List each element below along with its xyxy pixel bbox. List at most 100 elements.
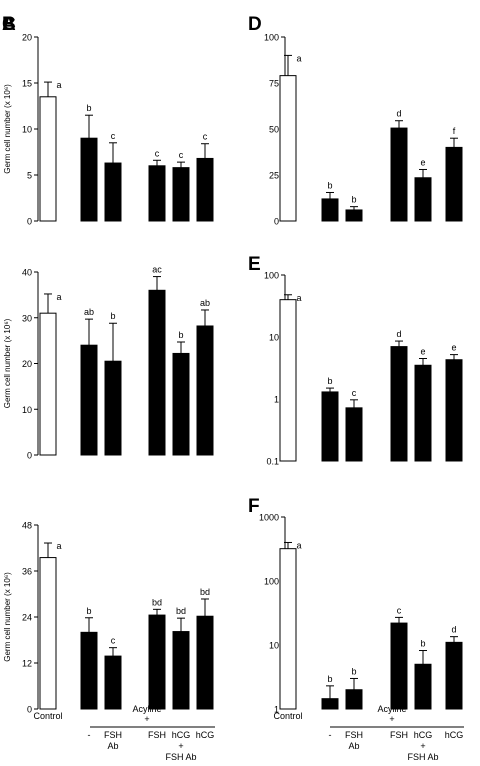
panel-b-bar xyxy=(196,325,214,456)
panel-d-significance-letter: e xyxy=(420,157,425,167)
panel-f-significance-letter: b xyxy=(420,639,425,649)
panel-e-bar xyxy=(321,391,339,462)
right-treatment-label: FSH xyxy=(345,730,363,740)
panel-a-bar xyxy=(172,167,190,222)
left-control-label: Control xyxy=(33,711,62,721)
panel-c-tick-label: 12 xyxy=(22,659,32,669)
panel-c-label: C xyxy=(2,14,16,35)
panel-f-tick-label: 1 xyxy=(274,705,279,715)
panel-a-significance-letter: a xyxy=(56,80,61,90)
panel-a-tick-label: 10 xyxy=(22,125,32,135)
left-treatment-label: hCG xyxy=(196,730,215,740)
panel-d-tick-label: 75 xyxy=(269,79,279,89)
panel-d-label: D xyxy=(248,14,262,35)
panel-d-significance-letter: b xyxy=(351,195,356,205)
panel-c-significance-letter: bd xyxy=(176,606,186,616)
right-treatment-label: hCG xyxy=(445,730,464,740)
panel-b-significance-letter: b xyxy=(178,330,183,340)
panel-d-bar xyxy=(345,209,363,222)
panel-a-bar xyxy=(196,157,214,222)
panel-e-significance-letter: a xyxy=(296,293,301,303)
panel-c-tick-label: 0 xyxy=(27,705,32,715)
panel-a-bar xyxy=(80,137,98,222)
panel-d-significance-letter: a xyxy=(296,53,301,63)
right-hcg-fsh-ab-label: FSH Ab xyxy=(407,752,438,762)
right-control-label: Control xyxy=(273,711,302,721)
panel-a-y-axis-label: Germ cell number (x 10⁶) xyxy=(3,84,12,174)
panel-f-tick-label: 10 xyxy=(269,641,279,651)
panel-c-significance-letter: a xyxy=(56,541,61,551)
panel-d-tick-label: 100 xyxy=(264,33,279,43)
panel-f-bar xyxy=(279,548,297,710)
panel-e-label: E xyxy=(248,254,261,275)
panel-c-significance-letter: b xyxy=(86,606,91,616)
panel-b-significance-letter: a xyxy=(56,292,61,302)
panel-f-bar xyxy=(445,641,463,710)
panel-e-tick-label: 100 xyxy=(264,271,279,281)
left-treatment-label-line2: Ab xyxy=(107,741,118,751)
panel-a-tick-label: 0 xyxy=(27,217,32,227)
panel-a-significance-letter: c xyxy=(179,150,184,160)
panel-a-label: A xyxy=(2,14,16,35)
panel-d-bar xyxy=(414,177,432,222)
panel-d-bar xyxy=(390,127,408,222)
panel-a-tick-label: 15 xyxy=(22,79,32,89)
panel-e-bar xyxy=(390,346,408,462)
panel-f-tick-label: 1000 xyxy=(259,513,279,523)
panel-b-tick-label: 10 xyxy=(22,405,32,415)
panel-b-significance-letter: b xyxy=(110,311,115,321)
panel-f-label: F xyxy=(248,496,260,517)
panel-d-bar xyxy=(445,146,463,222)
left-hcg-fsh-ab-label: FSH Ab xyxy=(165,752,196,762)
panel-a-significance-letter: c xyxy=(111,131,116,141)
panel-c-tick-label: 24 xyxy=(22,613,32,623)
panel-c-bar xyxy=(104,655,122,710)
panel-c-bar xyxy=(80,631,98,710)
panel-c-significance-letter: bd xyxy=(152,597,162,607)
panel-f-bar xyxy=(414,663,432,710)
panel-d-tick-label: 50 xyxy=(269,125,279,135)
panel-e-significance-letter: e xyxy=(451,343,456,353)
panel-f-bar xyxy=(390,622,408,710)
left-treatment-label: hCG xyxy=(172,730,191,740)
right-acyline-label: Acyline xyxy=(377,704,406,714)
panel-b-bar xyxy=(172,352,190,456)
panel-a-significance-letter: b xyxy=(86,103,91,113)
right-treatment-label-line2: Ab xyxy=(348,741,359,751)
panel-b-significance-letter: ab xyxy=(200,298,210,308)
panel-e-bar xyxy=(445,359,463,462)
panel-b-significance-letter: ab xyxy=(84,307,94,317)
panel-e-significance-letter: c xyxy=(352,388,357,398)
panel-b-y-axis-label: Germ cell number (x 10⁶) xyxy=(3,318,12,408)
right-treatment-label: - xyxy=(329,730,332,740)
left-acyline-label: Acyline xyxy=(132,704,161,714)
panel-e-significance-letter: e xyxy=(420,347,425,357)
left-treatment-label-line2: + xyxy=(178,741,183,751)
panel-f-bar xyxy=(321,698,339,710)
panel-e-significance-letter: b xyxy=(327,376,332,386)
panel-e-bar xyxy=(345,407,363,462)
panel-b-bar xyxy=(104,360,122,456)
right-treatment-label-line2: + xyxy=(420,741,425,751)
panel-c-bar xyxy=(148,614,166,710)
right-treatment-label: hCG xyxy=(414,730,433,740)
panel-d-tick-label: 25 xyxy=(269,171,279,181)
panel-d-tick-label: 0 xyxy=(274,217,279,227)
panel-c-y-axis-label: Germ cell number (x 10⁶) xyxy=(3,572,12,662)
left-acyline-plus: + xyxy=(144,714,149,724)
panel-b-bar xyxy=(148,289,166,456)
panel-e-bar xyxy=(279,299,297,462)
panel-a-tick-label: 20 xyxy=(22,33,32,43)
panel-f-significance-letter: b xyxy=(327,674,332,684)
panel-b-tick-label: 0 xyxy=(27,451,32,461)
panel-b-bar xyxy=(39,312,57,456)
left-treatment-label: FSH xyxy=(104,730,122,740)
panel-e-tick-label: 1 xyxy=(274,395,279,405)
panel-d-significance-letter: f xyxy=(453,126,456,136)
panel-f-significance-letter: a xyxy=(296,540,301,550)
panel-f-tick-label: 100 xyxy=(264,577,279,587)
panel-b-label: B xyxy=(2,14,16,35)
panel-c-bar xyxy=(172,631,190,710)
panel-e-significance-letter: d xyxy=(396,329,401,339)
